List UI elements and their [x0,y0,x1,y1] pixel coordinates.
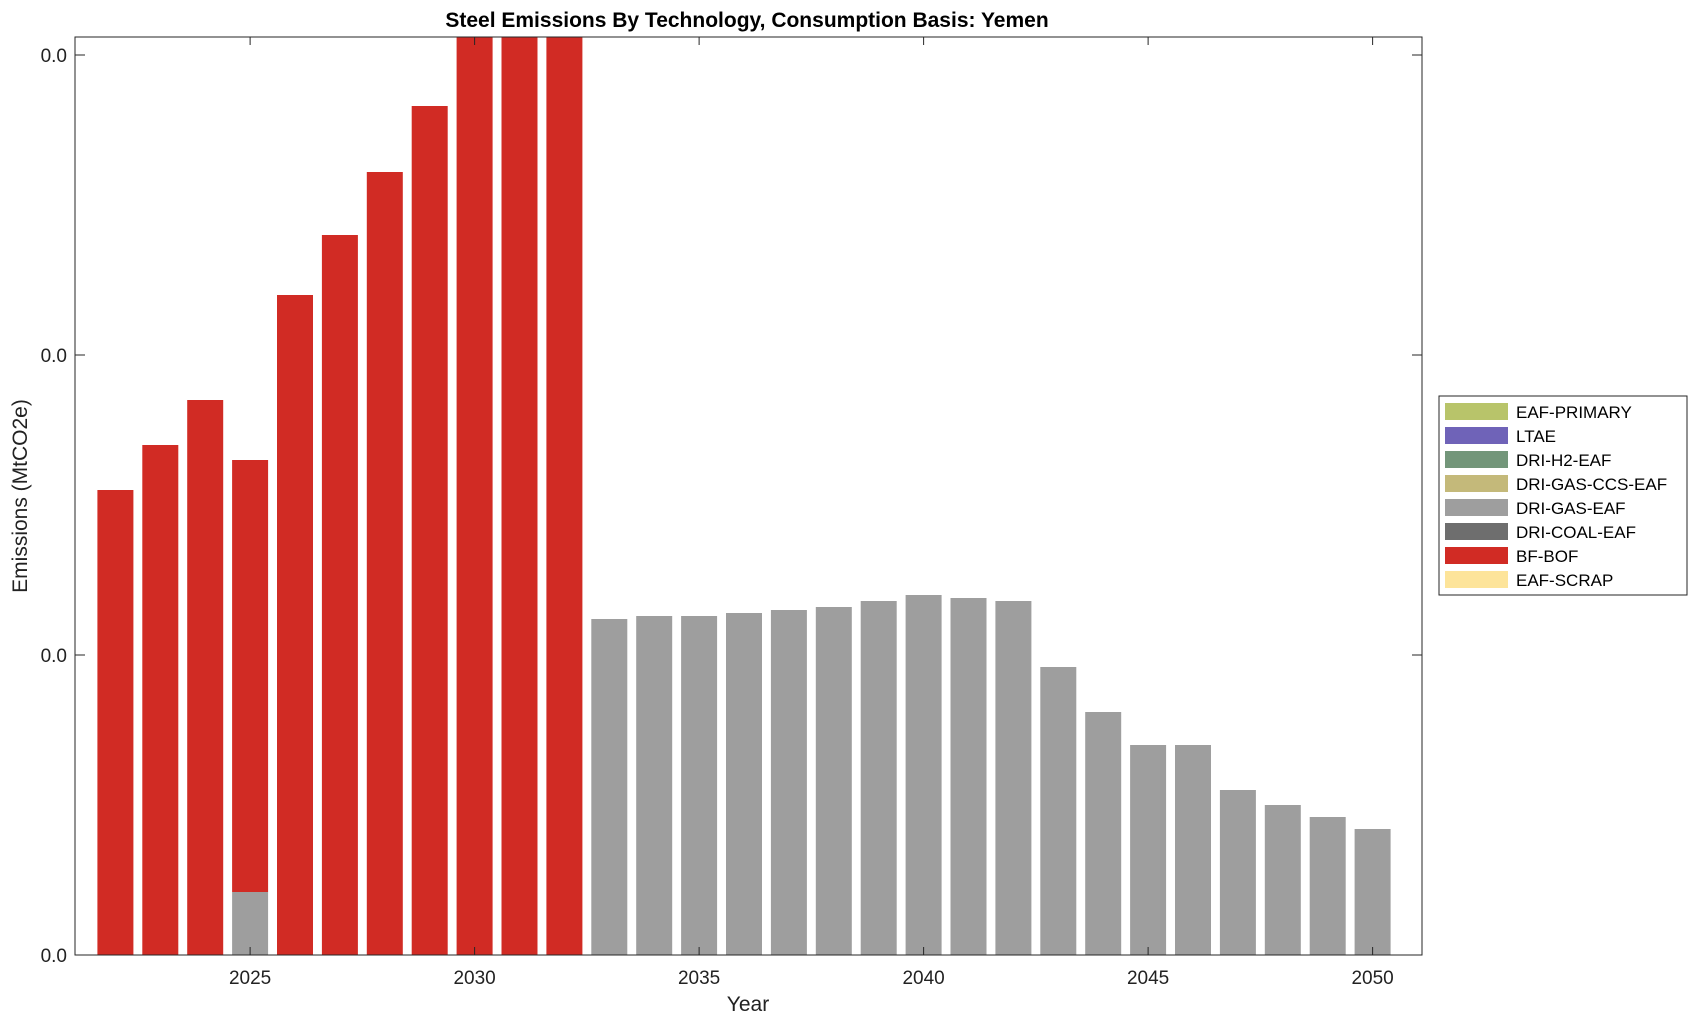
y-tick-label: 0.0 [41,946,67,967]
bar-bf-bof-2027 [321,235,358,955]
bar-dri-gas-eaf-2039 [860,601,897,955]
bar-dri-gas-eaf-2050 [1354,829,1391,955]
legend-swatch-dri-gas-ccs-eaf [1445,475,1508,492]
bar-bf-bof-2031 [501,37,538,955]
legend-swatch-eaf-scrap [1445,571,1508,588]
legend-label-dri-h2-eaf: DRI-H2-EAF [1516,451,1611,470]
bar-dri-gas-eaf-2044 [1085,712,1122,955]
bar-bf-bof-2022 [97,490,134,955]
bar-dri-gas-eaf-2048 [1264,805,1301,955]
legend-label-eaf-primary: EAF-PRIMARY [1516,403,1632,422]
x-tick-label: 2045 [1127,968,1169,989]
bar-dri-gas-eaf-2049 [1309,817,1346,955]
x-tick-label: 2040 [902,968,944,989]
legend-swatch-bf-bof [1445,547,1508,564]
legend: EAF-PRIMARY LTAE DRI-H2-EAF DRI-GAS-CCS-EAF… [1438,395,1688,596]
x-axis-label: Year [727,993,769,1016]
chart-title: Steel Emissions By Technology, Consumpti… [445,9,1048,32]
bar-dri-gas-eaf-2046 [1175,745,1211,955]
x-tick-label: 2025 [229,968,271,989]
bar-dri-gas-eaf-2035 [681,616,718,955]
bar-bf-bof-2029 [411,106,448,955]
x-axis: 2025 2030 2035 2040 2045 2050 [229,37,1394,989]
x-tick-label: 2030 [453,968,495,989]
bar-dri-gas-eaf-2036 [726,613,762,955]
bar-dri-gas-eaf-2042 [995,601,1032,955]
bar-bf-bof-2028 [366,172,403,955]
legend-label-eaf-scrap: EAF-SCRAP [1516,571,1613,590]
bar-dri-gas-eaf-2033 [591,619,628,955]
bar-dri-gas-eaf-2043 [1040,667,1077,955]
bar-dri-gas-eaf-2047 [1219,790,1256,955]
bar-dri-gas-eaf-2038 [815,607,852,955]
bar-dri-gas-eaf-2045 [1130,745,1167,955]
bars-layer [97,37,1391,955]
legend-label-ltae: LTAE [1516,427,1556,446]
legend-label-bf-bof: BF-BOF [1516,547,1578,566]
legend-label-dri-coal-eaf: DRI-COAL-EAF [1516,523,1636,542]
bar-bf-bof-2025 [232,460,269,892]
y-tick-label: 0.0 [41,46,67,67]
bar-bf-bof-2032 [546,37,583,955]
bar-bf-bof-2024 [187,400,224,955]
bar-dri-gas-eaf-2034 [636,616,673,955]
legend-swatch-eaf-primary [1445,403,1508,420]
legend-swatch-dri-h2-eaf [1445,451,1508,468]
legend-swatch-dri-gas-eaf [1445,499,1508,516]
bar-bf-bof-2023 [142,445,179,955]
x-tick-label: 2035 [678,968,720,989]
y-tick-label: 0.0 [41,646,67,667]
bar-dri-gas-eaf-2025 [232,892,269,955]
legend-swatch-dri-coal-eaf [1445,523,1508,540]
bar-dri-gas-eaf-2040 [905,595,942,955]
plot-area-frame [74,36,1423,956]
bar-bf-bof-2030 [456,37,493,955]
bar-dri-gas-eaf-2037 [770,610,807,955]
bar-dri-gas-eaf-2041 [950,598,987,955]
legend-swatch-ltae [1445,427,1508,444]
y-tick-label: 0.0 [41,346,67,367]
legend-label-dri-gas-ccs-eaf: DRI-GAS-CCS-EAF [1516,475,1667,494]
bar-bf-bof-2026 [277,295,313,955]
legend-label-dri-gas-eaf: DRI-GAS-EAF [1516,499,1626,518]
y-axis-label: Emissions (MtCO2e) [9,399,32,593]
y-axis: 0.0 0.0 0.0 0.0 [41,46,1422,967]
x-tick-label: 2050 [1351,968,1393,989]
